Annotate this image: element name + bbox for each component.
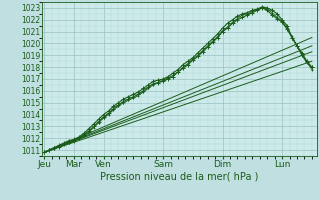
X-axis label: Pression niveau de la mer( hPa ): Pression niveau de la mer( hPa ) — [100, 172, 258, 182]
